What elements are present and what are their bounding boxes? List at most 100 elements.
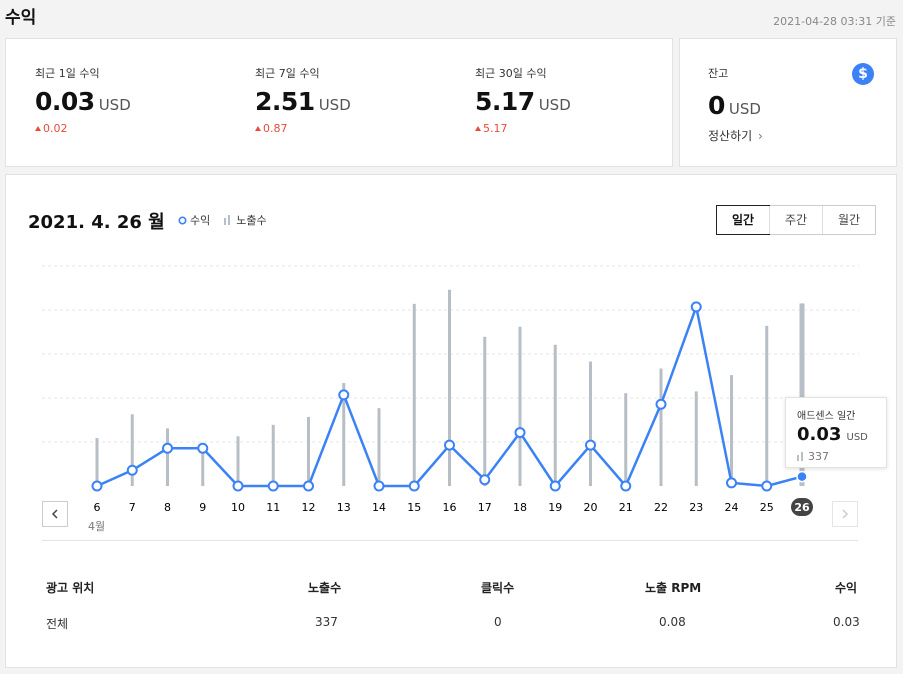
x-tick-label: 26 (794, 501, 810, 514)
revenue-point (444, 439, 455, 451)
x-tick-label: 25 (760, 501, 774, 514)
revenue-point (197, 442, 209, 454)
period-weekly-button[interactable]: 주간 (769, 206, 822, 234)
x-tick-label: 22 (654, 501, 668, 514)
impressions-bar (659, 368, 663, 486)
settle-link[interactable]: 정산하기 › (708, 127, 763, 144)
revenue-point (479, 474, 491, 486)
balance-card: 잔고 $ 0 USD 정산하기 › (679, 38, 897, 167)
x-tick-label: 16 (443, 501, 457, 514)
up-triangle-icon (475, 126, 481, 131)
x-tick-label: 14 (372, 501, 386, 514)
updated-timestamp: 2021-04-28 03:31 기준 (773, 15, 896, 28)
revenue-point (690, 301, 702, 313)
page-title: 수익 (5, 8, 37, 28)
stat-30day-label: 최근 30일 수익 (475, 67, 547, 80)
stat-7day-value: 2.51 (255, 87, 315, 116)
divider (42, 540, 858, 541)
tooltip-impressions: 337 (808, 450, 829, 463)
impressions-bar (377, 408, 381, 486)
impressions-bar (130, 414, 134, 486)
revenue-point (514, 427, 526, 439)
tooltip-title: 애드센스 일간 (797, 411, 856, 422)
impressions-bar (342, 383, 346, 486)
period-toggle: 일간 주간 월간 (716, 205, 876, 235)
stat-1day-value: 0.03 (35, 87, 95, 116)
chart-prev-button[interactable] (42, 501, 68, 527)
x-tick-label: 20 (584, 501, 598, 514)
dollar-icon: $ (852, 63, 874, 85)
chart-legend: 수익 노출수 (178, 212, 267, 228)
x-tick-label: 11 (266, 501, 280, 514)
balance-label: 잔고 (708, 67, 729, 80)
settle-label: 정산하기 (708, 129, 753, 143)
revenue-point (761, 480, 773, 492)
stat-30day-value: 5.17 (475, 87, 535, 116)
month-label: 4월 (88, 520, 106, 533)
x-tick-label: 9 (199, 501, 206, 514)
stat-1day: 최근 1일 수익 0.03 USD 0.02 (35, 65, 131, 135)
x-tick-label: 10 (231, 501, 245, 514)
cell-impressions: 337 (315, 615, 338, 629)
up-triangle-icon (255, 126, 261, 131)
x-tick-label: 19 (548, 501, 562, 514)
revenue-point (408, 480, 420, 492)
revenue-point (162, 442, 173, 454)
stat-7day-label: 최근 7일 수익 (255, 67, 320, 80)
chart-next-button[interactable] (832, 501, 858, 527)
x-tick-label: 23 (689, 501, 703, 514)
balance-value: 0 (708, 91, 725, 120)
chevron-left-icon (51, 509, 58, 519)
revenue-point (620, 480, 632, 492)
th-ad-position: 광고 위치 (46, 581, 95, 595)
impressions-bar (589, 361, 592, 486)
impressions-bar (765, 325, 769, 486)
th-impressions: 노출수 (308, 581, 342, 595)
revenue-point-selected (796, 470, 808, 483)
th-rpm: 노출 RPM (645, 581, 702, 595)
th-clicks: 클릭수 (481, 581, 515, 595)
chart-tooltip: 애드센스 일간 0.03 USD 337 (785, 397, 887, 468)
th-revenue: 수익 (835, 581, 858, 595)
revenue-chart: 6 7 8 9 10 11 12 13 14 15 16 17 18 19 20 21 22 23 24 25 26 (42, 265, 859, 516)
impressions-bar (412, 303, 416, 486)
x-tick-label: 13 (337, 501, 351, 514)
revenue-point (655, 398, 667, 410)
impressions-bar (166, 428, 169, 486)
stats-card: 최근 1일 수익 0.03 USD 0.02 최근 7일 수익 2.51 USD 0… (5, 38, 673, 167)
revenue-point (549, 480, 561, 492)
impressions-bar (95, 438, 99, 486)
legend-impressions-label: 노출수 (236, 214, 267, 227)
tooltip-unit: USD (846, 432, 868, 443)
revenue-point (232, 480, 244, 492)
up-triangle-icon (35, 126, 41, 131)
revenue-point (91, 480, 103, 492)
stat-7day-change: 0.87 (263, 122, 288, 135)
impressions-bar (799, 303, 805, 486)
impressions-bar (483, 336, 487, 486)
impressions-bar (307, 416, 310, 486)
revenue-point (126, 464, 138, 476)
period-monthly-button[interactable]: 월간 (822, 206, 875, 234)
x-tick-label: 6 (94, 501, 101, 514)
x-tick-label: 21 (619, 501, 633, 514)
stat-30day-unit: USD (538, 96, 571, 114)
stat-1day-label: 최근 1일 수익 (35, 67, 100, 80)
revenue-point (267, 480, 279, 492)
impressions-bar (694, 391, 698, 486)
chevron-right-icon: › (758, 129, 763, 143)
stat-7day: 최근 7일 수익 2.51 USD 0.87 (255, 65, 351, 135)
revenue-point (726, 477, 737, 489)
balance-unit: USD (728, 100, 761, 118)
chevron-right-icon (842, 509, 849, 519)
x-tick-label: 18 (513, 501, 527, 514)
stat-30day: 최근 30일 수익 5.17 USD 5.17 (475, 65, 571, 135)
stat-7day-unit: USD (318, 96, 351, 114)
impressions-bar (553, 344, 557, 486)
impressions-bar (236, 436, 240, 486)
revenue-point (373, 480, 385, 492)
legend-impressions-icon (224, 215, 231, 225)
stat-1day-change: 0.02 (43, 122, 68, 135)
tooltip-value: 0.03 (797, 424, 842, 445)
revenue-point (303, 480, 314, 492)
